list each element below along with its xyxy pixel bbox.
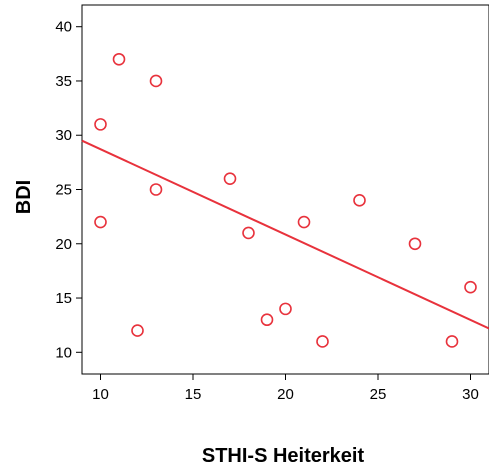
x-tick-label: 30 bbox=[462, 386, 479, 403]
data-point bbox=[408, 237, 422, 251]
y-axis-title: BDI bbox=[13, 180, 35, 214]
data-point bbox=[131, 324, 144, 337]
y-tick-label: 40 bbox=[55, 19, 72, 36]
x-tick-label: 20 bbox=[277, 386, 294, 403]
y-tick-label: 20 bbox=[55, 236, 72, 253]
plot-area bbox=[81, 4, 489, 375]
y-tick-label: 10 bbox=[55, 344, 72, 361]
regression-line bbox=[81, 139, 489, 330]
x-tick-label: 25 bbox=[370, 386, 387, 403]
data-point bbox=[149, 74, 163, 88]
data-point bbox=[149, 183, 163, 196]
data-point bbox=[94, 118, 107, 131]
data-points bbox=[94, 52, 477, 348]
x-axis-ticks: 10 15 20 25 30 bbox=[92, 374, 479, 403]
y-tick-label: 30 bbox=[55, 127, 72, 144]
data-point bbox=[223, 172, 237, 185]
y-tick-label: 35 bbox=[55, 73, 72, 90]
x-axis-title: STHI-S Heiterkeit bbox=[202, 445, 365, 467]
x-tick-label: 10 bbox=[92, 386, 109, 403]
data-point bbox=[353, 194, 366, 207]
data-point bbox=[464, 280, 477, 294]
data-point bbox=[112, 52, 126, 66]
data-point bbox=[445, 335, 459, 348]
y-tick-label: 15 bbox=[55, 290, 72, 307]
data-point bbox=[297, 215, 311, 229]
data-point bbox=[316, 335, 329, 348]
y-axis-ticks: 10 15 20 25 30 35 40 bbox=[55, 19, 82, 361]
data-point bbox=[260, 313, 274, 327]
data-point bbox=[242, 226, 255, 240]
y-tick-label: 25 bbox=[55, 182, 72, 199]
data-point bbox=[279, 302, 292, 316]
data-point bbox=[94, 215, 107, 229]
x-tick-label: 15 bbox=[185, 386, 202, 403]
